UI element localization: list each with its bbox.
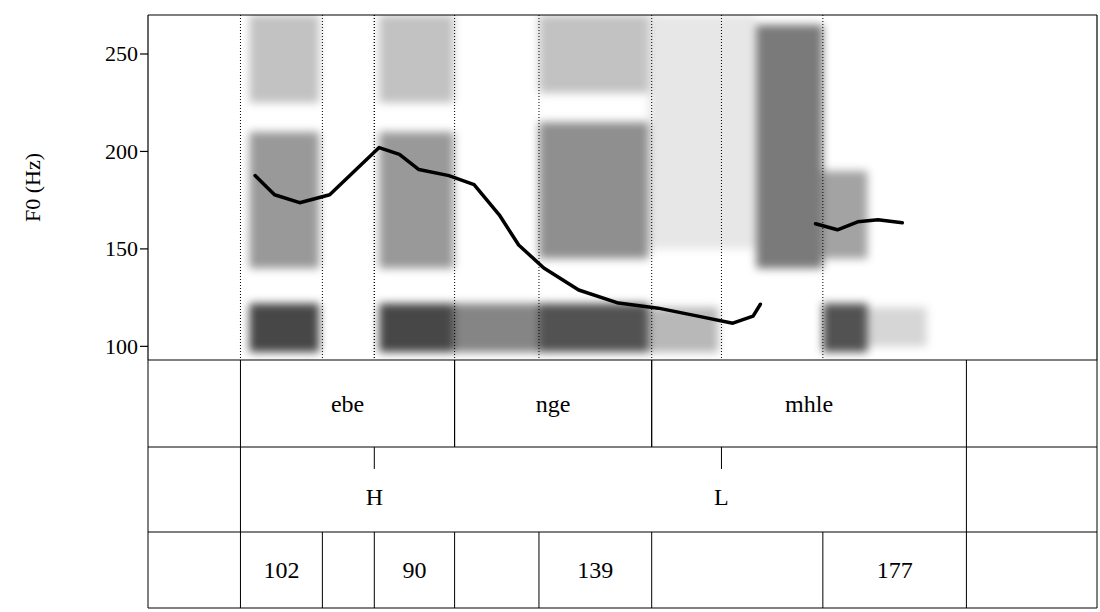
word-label: nge bbox=[536, 391, 571, 417]
spectrogram-cell bbox=[249, 15, 319, 103]
duration-boundary bbox=[538, 532, 539, 608]
word-boundary bbox=[454, 360, 455, 447]
tiers: ebe nge mhle H L 102 90 139 177 bbox=[148, 360, 1097, 608]
duration-boundary bbox=[822, 532, 823, 608]
word-boundary bbox=[651, 360, 652, 447]
y-tick bbox=[140, 151, 148, 152]
tier-rule bbox=[148, 360, 1097, 361]
boundary-line bbox=[240, 15, 241, 360]
duration-label: 90 bbox=[402, 557, 426, 583]
boundary-line bbox=[322, 15, 323, 360]
duration-label: 102 bbox=[263, 557, 299, 583]
boundary-line bbox=[374, 15, 375, 360]
y-tick bbox=[140, 346, 148, 347]
figure: 100 150 200 250 F0 (Hz) ebe nge mhle H L 102 90 139 1… bbox=[0, 0, 1100, 612]
tier-left-edge bbox=[148, 360, 149, 608]
duration-label: 139 bbox=[577, 557, 613, 583]
y-axis-line bbox=[147, 15, 148, 360]
y-tick-label: 100 bbox=[105, 334, 138, 359]
tone-tier-edge bbox=[240, 447, 241, 532]
tone-point bbox=[374, 447, 375, 469]
word-boundary bbox=[240, 360, 241, 447]
duration-boundary bbox=[651, 532, 652, 608]
spectrogram-cell bbox=[454, 303, 539, 352]
boundary-line bbox=[822, 15, 823, 360]
word-boundary bbox=[454, 360, 455, 447]
duration-boundary bbox=[240, 532, 241, 608]
y-tick-label: 250 bbox=[105, 41, 138, 66]
spectrogram-cell bbox=[648, 15, 756, 249]
duration-boundary bbox=[966, 532, 967, 608]
spectrogram-cell bbox=[867, 307, 926, 346]
tone-point bbox=[721, 447, 722, 469]
plot-frame-right bbox=[1096, 15, 1097, 360]
word-label: mhle bbox=[785, 391, 833, 417]
tone-line bbox=[721, 15, 722, 360]
duration-boundary bbox=[454, 532, 455, 608]
spectrogram-cell bbox=[756, 25, 823, 269]
spectrogram-cell bbox=[379, 303, 454, 352]
spectrogram bbox=[249, 15, 926, 352]
tone-label: H bbox=[366, 484, 383, 510]
y-tick-label: 200 bbox=[105, 139, 138, 164]
tier-rule bbox=[148, 608, 1097, 609]
y-axis-title: F0 (Hz) bbox=[20, 153, 45, 222]
word-label: ebe bbox=[331, 391, 364, 417]
tier-right-edge bbox=[1097, 360, 1098, 608]
tone-label: L bbox=[714, 484, 729, 510]
boundary-line bbox=[538, 15, 539, 360]
y-tick bbox=[140, 248, 148, 249]
word-boundary bbox=[651, 360, 652, 447]
spectrogram-cell bbox=[539, 122, 649, 258]
y-axis: 100 150 200 250 bbox=[105, 41, 148, 358]
plot-frame-top bbox=[148, 14, 1097, 15]
y-tick-label: 150 bbox=[105, 236, 138, 261]
word-boundary bbox=[966, 360, 967, 447]
spectrogram-cell bbox=[539, 15, 649, 93]
y-tick bbox=[140, 53, 148, 54]
spectrogram-cell bbox=[823, 171, 868, 259]
duration-boundary bbox=[322, 532, 323, 608]
tone-line bbox=[374, 15, 375, 360]
f0-contour-group bbox=[255, 148, 902, 324]
spectrogram-cell bbox=[249, 303, 319, 352]
spectrogram-cell bbox=[823, 303, 868, 352]
tier-rule bbox=[148, 447, 1097, 448]
duration-boundary bbox=[374, 532, 375, 608]
boundary-line bbox=[454, 15, 455, 360]
f0-contour bbox=[255, 148, 902, 324]
spectrogram-cells bbox=[249, 15, 926, 352]
duration-label: 177 bbox=[877, 557, 913, 583]
spectrogram-cell bbox=[539, 303, 649, 352]
spectrogram-cell bbox=[379, 15, 454, 103]
tone-tier-edge bbox=[966, 447, 967, 532]
tier-rule bbox=[148, 532, 1097, 533]
boundary-lines bbox=[240, 15, 822, 360]
